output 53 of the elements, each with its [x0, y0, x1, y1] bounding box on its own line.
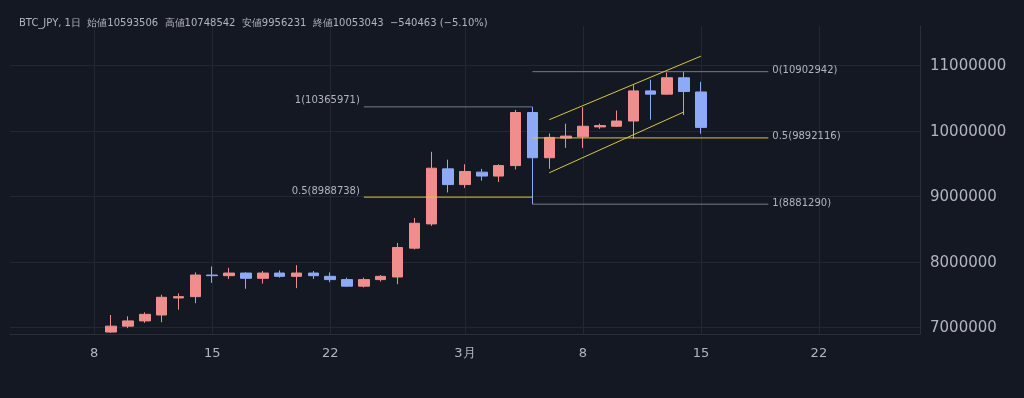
- candlestick: [341, 277, 353, 288]
- candlestick: [442, 159, 454, 193]
- candlestick: [426, 151, 437, 227]
- x-tick-label: 3月: [454, 345, 476, 360]
- x-tick-label: 8: [578, 345, 588, 360]
- candlestick: [661, 72, 673, 96]
- candlestick: [645, 79, 656, 121]
- candlestick: [392, 242, 403, 285]
- candlestick: [476, 168, 488, 182]
- candlestick: [678, 71, 690, 116]
- y-tick-label: 7000000: [930, 318, 997, 337]
- candlestick: [274, 269, 285, 279]
- x-tick-label: 22: [321, 345, 339, 360]
- candlestick: [358, 277, 370, 288]
- candlestick: [577, 106, 589, 149]
- y-tick-label: 10000000: [930, 121, 1007, 140]
- candlestick: [139, 311, 151, 324]
- x-tick-label: 15: [203, 345, 221, 360]
- candlestick: [240, 271, 252, 290]
- annotation: 0.5(8988738): [291, 184, 360, 196]
- candlestick: [291, 264, 302, 289]
- candlestick: [206, 266, 218, 284]
- candlestick: [223, 267, 235, 280]
- candlestick: [510, 109, 521, 171]
- y-tick-label: 9000000: [930, 187, 997, 206]
- candlestick: [105, 314, 117, 334]
- candlestick: [611, 110, 622, 128]
- candlestick: [122, 315, 134, 329]
- chart-title: BTC_JPY, 1日 始値10593506 高値10748542 安値9956231 終値10053043 −540463 (−5.10%): [19, 16, 488, 29]
- candlestick: [544, 132, 555, 170]
- candlestick: [375, 274, 386, 283]
- candlestick: [257, 270, 269, 285]
- annotation: 1(8881290): [772, 196, 832, 208]
- x-tick-label: 8: [90, 345, 99, 360]
- candlestick: [527, 106, 538, 205]
- candlestick: [695, 81, 707, 135]
- candlestick: [493, 163, 504, 183]
- candlestick: [594, 123, 606, 130]
- y-tick-label: 11000000: [930, 56, 1007, 75]
- x-tick-label: 22: [810, 345, 828, 360]
- annotation: 0.5(9892116): [772, 130, 841, 142]
- candlestick: [156, 294, 167, 323]
- annotation: 0(10902942): [772, 64, 838, 76]
- candlestick: [173, 292, 184, 311]
- candlestick: [459, 163, 471, 189]
- y-tick-label: 8000000: [930, 252, 997, 271]
- candlestick: [628, 84, 639, 140]
- annotation: 1(10365971): [294, 94, 360, 106]
- candlestick: [324, 271, 336, 283]
- candlestick: [409, 217, 420, 250]
- candlestick: [190, 271, 201, 304]
- candlestick: [308, 270, 319, 280]
- x-tick-label: 15: [692, 345, 710, 360]
